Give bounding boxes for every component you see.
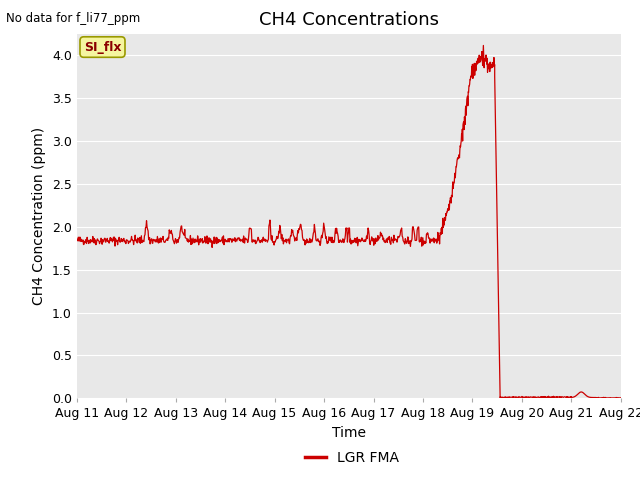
Legend: LGR FMA: LGR FMA xyxy=(300,445,404,471)
Text: No data for f_li77_ppm: No data for f_li77_ppm xyxy=(6,12,141,25)
Text: SI_flx: SI_flx xyxy=(84,40,121,54)
Title: CH4 Concentrations: CH4 Concentrations xyxy=(259,11,439,29)
X-axis label: Time: Time xyxy=(332,426,366,440)
Y-axis label: CH4 Concentration (ppm): CH4 Concentration (ppm) xyxy=(33,127,46,305)
